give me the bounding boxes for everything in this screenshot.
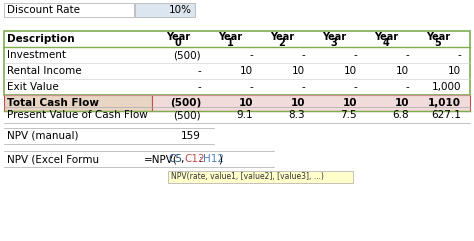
Text: 10: 10 — [292, 66, 305, 76]
Text: =NPV(: =NPV( — [144, 154, 178, 164]
Text: Year: Year — [270, 32, 294, 41]
Text: 10: 10 — [240, 66, 253, 76]
Text: (500): (500) — [173, 50, 201, 60]
Bar — [4, 95, 470, 111]
Bar — [4, 31, 470, 47]
Text: -: - — [405, 82, 409, 92]
Text: :: : — [199, 154, 202, 164]
Bar — [4, 3, 134, 17]
Bar — [4, 95, 152, 111]
Text: Total Cash Flow: Total Cash Flow — [7, 98, 99, 108]
Text: 5: 5 — [435, 38, 441, 47]
Bar — [4, 47, 470, 63]
Text: 7.5: 7.5 — [340, 110, 357, 120]
Text: -: - — [457, 50, 461, 60]
Text: Year: Year — [374, 32, 398, 41]
Text: 159: 159 — [181, 131, 201, 141]
Text: 1: 1 — [227, 38, 233, 47]
Text: -: - — [197, 66, 201, 76]
Text: -: - — [301, 50, 305, 60]
Text: Year: Year — [166, 32, 190, 41]
Text: -: - — [249, 82, 253, 92]
Text: 9.1: 9.1 — [237, 110, 253, 120]
Text: -: - — [301, 82, 305, 92]
Text: Year: Year — [322, 32, 346, 41]
Text: -: - — [353, 82, 357, 92]
Bar — [135, 3, 195, 17]
Text: 0: 0 — [174, 38, 182, 47]
Text: 3: 3 — [331, 38, 337, 47]
Text: 10: 10 — [394, 98, 409, 108]
Bar — [168, 171, 353, 183]
Bar — [4, 79, 470, 95]
Text: Description: Description — [7, 34, 74, 44]
Text: -: - — [405, 50, 409, 60]
Text: 8.3: 8.3 — [288, 110, 305, 120]
Text: C5: C5 — [168, 154, 182, 164]
Text: Investment: Investment — [7, 50, 66, 60]
Text: Discount Rate: Discount Rate — [7, 5, 80, 15]
Text: C12: C12 — [184, 154, 205, 164]
Text: 10: 10 — [343, 98, 357, 108]
Text: 1,010: 1,010 — [428, 98, 461, 108]
Bar — [152, 95, 470, 111]
Text: Year: Year — [426, 32, 450, 41]
Text: Year: Year — [218, 32, 242, 41]
Text: 10: 10 — [448, 66, 461, 76]
Bar — [4, 63, 470, 79]
Text: (500): (500) — [173, 110, 201, 120]
Text: 10: 10 — [291, 98, 305, 108]
Text: 10%: 10% — [169, 5, 192, 15]
Text: 1,000: 1,000 — [431, 82, 461, 92]
Text: -: - — [197, 82, 201, 92]
Text: Exit Value: Exit Value — [7, 82, 59, 92]
Text: NPV (Excel Formu: NPV (Excel Formu — [7, 154, 99, 164]
Text: -: - — [353, 50, 357, 60]
Text: 10: 10 — [238, 98, 253, 108]
Text: 10: 10 — [344, 66, 357, 76]
Text: (500): (500) — [170, 98, 201, 108]
Text: Present Value of Cash Flow: Present Value of Cash Flow — [7, 110, 148, 120]
Text: H12: H12 — [203, 154, 224, 164]
Text: 4: 4 — [383, 38, 389, 47]
Text: 2: 2 — [279, 38, 285, 47]
Text: -: - — [249, 50, 253, 60]
Text: ): ) — [218, 154, 222, 164]
Text: 6.8: 6.8 — [392, 110, 409, 120]
Text: NPV(rate, value1, [value2], [value3], ...): NPV(rate, value1, [value2], [value3], ..… — [171, 173, 324, 181]
Text: NPV (manual): NPV (manual) — [7, 131, 79, 141]
Bar — [4, 31, 470, 95]
Text: 10: 10 — [396, 66, 409, 76]
Text: ,: , — [180, 154, 183, 164]
Text: Rental Income: Rental Income — [7, 66, 82, 76]
Text: 627.1: 627.1 — [431, 110, 461, 120]
